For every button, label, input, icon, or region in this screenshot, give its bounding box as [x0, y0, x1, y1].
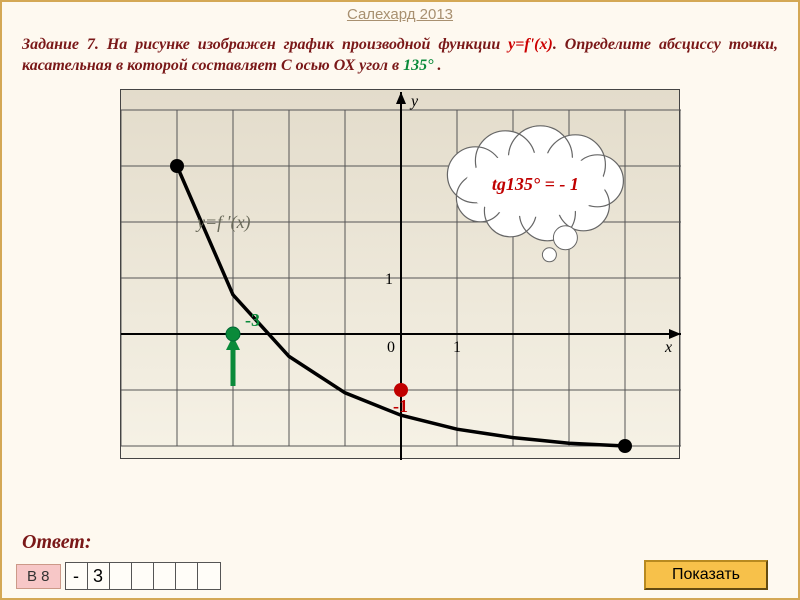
header-link[interactable]: Салехард 2013 [2, 2, 798, 27]
answer-cells: - 3 [65, 562, 221, 590]
cell-6[interactable] [198, 563, 220, 589]
task-angle: 135° [403, 57, 433, 74]
svg-text:-1: -1 [393, 396, 408, 416]
cell-4[interactable] [154, 563, 176, 589]
svg-text:1: 1 [385, 271, 393, 288]
cell-5[interactable] [176, 563, 198, 589]
task-fn: y=f'(x) [508, 36, 553, 53]
answer-label: Ответ: [22, 531, 92, 554]
task-a: На рисунке изображен график производной … [99, 36, 508, 53]
show-button[interactable]: Показать [644, 560, 768, 590]
svg-text:tg135° = - 1: tg135° = - 1 [492, 173, 579, 193]
cell-0[interactable]: - [66, 563, 88, 589]
cell-2[interactable] [110, 563, 132, 589]
bottom-row: В 8 - 3 [16, 562, 221, 590]
chart-svg: y x 0 1 1 y=f ′(x) -3 -1 tg135° = - 1 [121, 90, 681, 460]
svg-text:1: 1 [453, 339, 461, 356]
cell-3[interactable] [132, 563, 154, 589]
svg-text:x: x [664, 339, 672, 356]
chart-area: y x 0 1 1 y=f ′(x) -3 -1 tg135° = - 1 [120, 89, 680, 459]
cell-1[interactable]: 3 [88, 563, 110, 589]
answer-row: Ответ: [22, 531, 92, 554]
b8-badge: В 8 [16, 564, 61, 589]
task-text: Задание 7. На рисунке изображен график п… [2, 27, 798, 81]
svg-text:y: y [409, 93, 419, 110]
svg-text:-3: -3 [245, 310, 260, 330]
task-prefix: Задание 7. [22, 36, 99, 53]
svg-text:0: 0 [387, 339, 395, 356]
task-c: . [434, 57, 442, 74]
svg-text:y=f ′(x): y=f ′(x) [195, 212, 251, 233]
